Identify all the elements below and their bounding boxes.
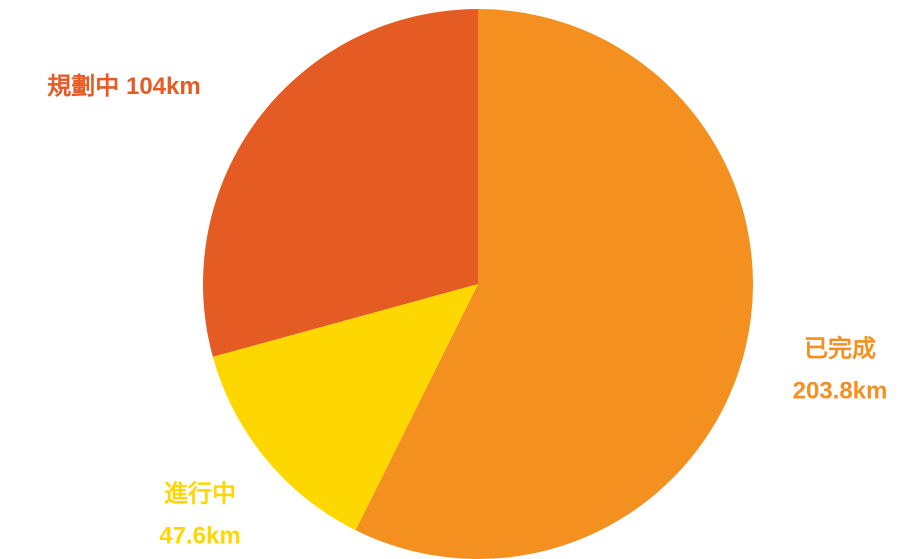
pie-slice xyxy=(202,9,478,357)
pie-slice xyxy=(355,9,753,559)
category-label: 規劃中 xyxy=(47,73,119,100)
slice-label: 規劃中 104km xyxy=(47,73,200,100)
category-label: 進行中 xyxy=(164,479,236,507)
value-label: 104km xyxy=(126,73,201,100)
pie-slice xyxy=(212,284,478,531)
category-label: 已完成 xyxy=(804,334,876,362)
value-label: 203.8km xyxy=(793,377,888,404)
value-label: 47.6km xyxy=(159,522,240,549)
